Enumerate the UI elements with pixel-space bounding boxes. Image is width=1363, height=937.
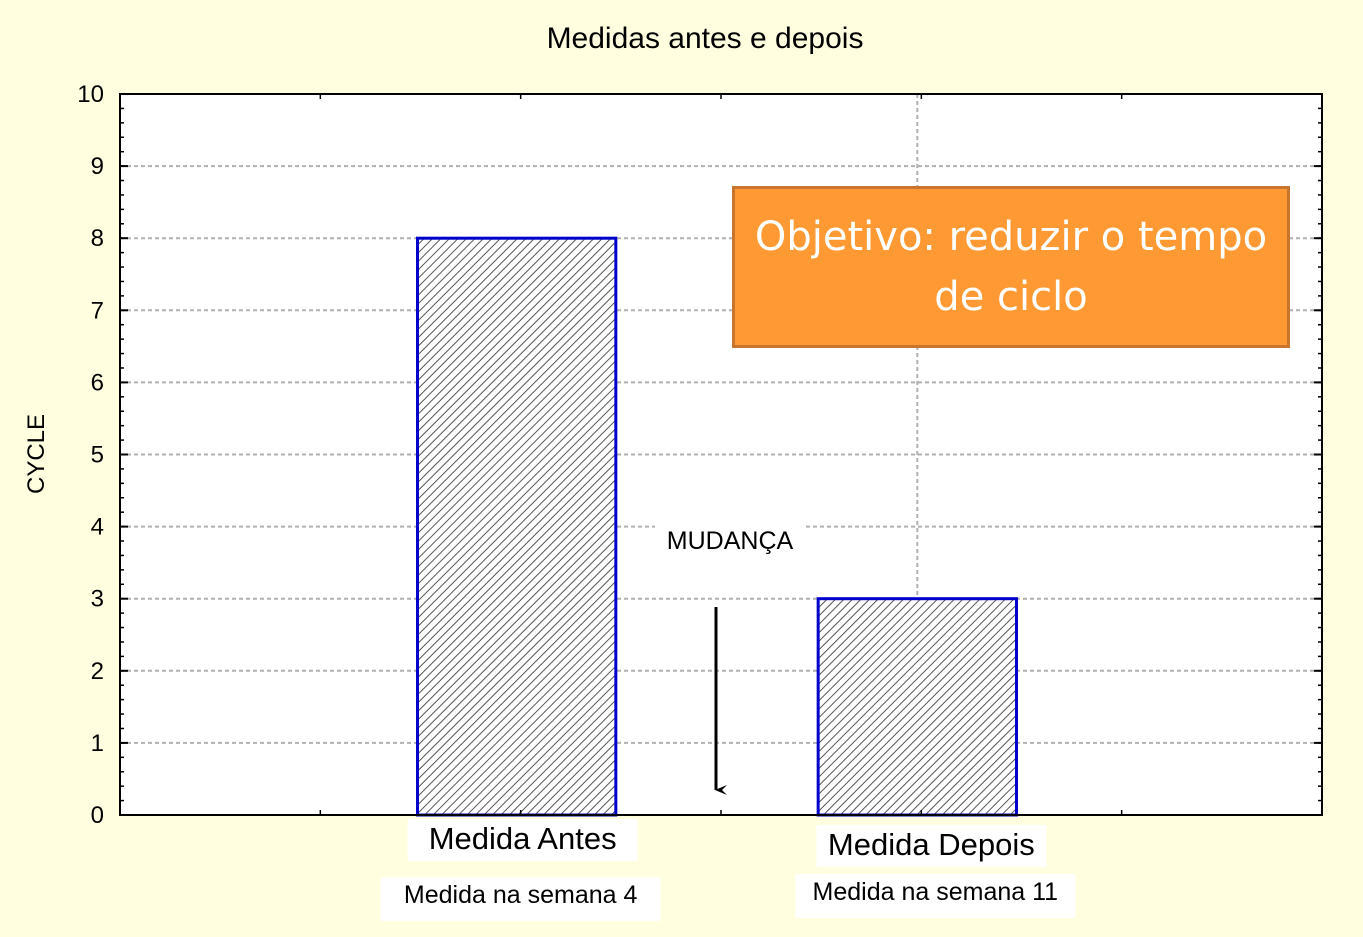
y-tick-label: 9	[91, 153, 104, 180]
change-annotation: MUDANÇA	[655, 522, 805, 795]
y-tick-label: 5	[91, 442, 104, 469]
y-tick-label: 1	[91, 730, 104, 757]
y-tick-label: 7	[91, 297, 104, 324]
y-tick-label: 6	[91, 369, 104, 396]
objective-callout: Objetivo: reduzir o tempo de ciclo	[732, 186, 1290, 348]
category-labels: Medida Antes Medida na semana 4 Medida Dep…	[380, 819, 1076, 921]
category-label-bg	[407, 819, 638, 861]
category-sublabel: Medida na semana 4	[404, 881, 638, 909]
category-label-bg	[816, 825, 1047, 867]
y-tick-label: 10	[77, 81, 104, 108]
objective-text: Objetivo: reduzir o tempo de ciclo	[754, 214, 1268, 320]
category-sublabel: Medida na semana 11	[813, 878, 1059, 906]
bar-1	[816, 597, 1018, 817]
minor-ticks	[120, 93, 1322, 816]
category-sublabel-bg	[380, 877, 661, 921]
y-tick-label: 4	[91, 514, 104, 541]
change-label-bg	[655, 522, 805, 558]
y-tick-label: 8	[91, 225, 104, 252]
category-sublabel-bg	[795, 874, 1076, 918]
y-tick-label: 2	[91, 658, 104, 685]
category-label: Medida Depois	[828, 827, 1035, 862]
y-axis-ticks: 0 1 2 3 4 5 6 7 8 9 10	[77, 81, 104, 829]
y-axis-title: CYCLE	[23, 414, 50, 494]
y-tick-label: 3	[91, 586, 104, 613]
chart-title: Medidas antes e depois	[547, 22, 864, 55]
category-label: Medida Antes	[429, 821, 617, 856]
y-tick-label: 0	[91, 802, 104, 829]
bars	[415, 236, 1018, 817]
bar-0	[415, 236, 618, 817]
change-label: MUDANÇA	[667, 527, 794, 555]
